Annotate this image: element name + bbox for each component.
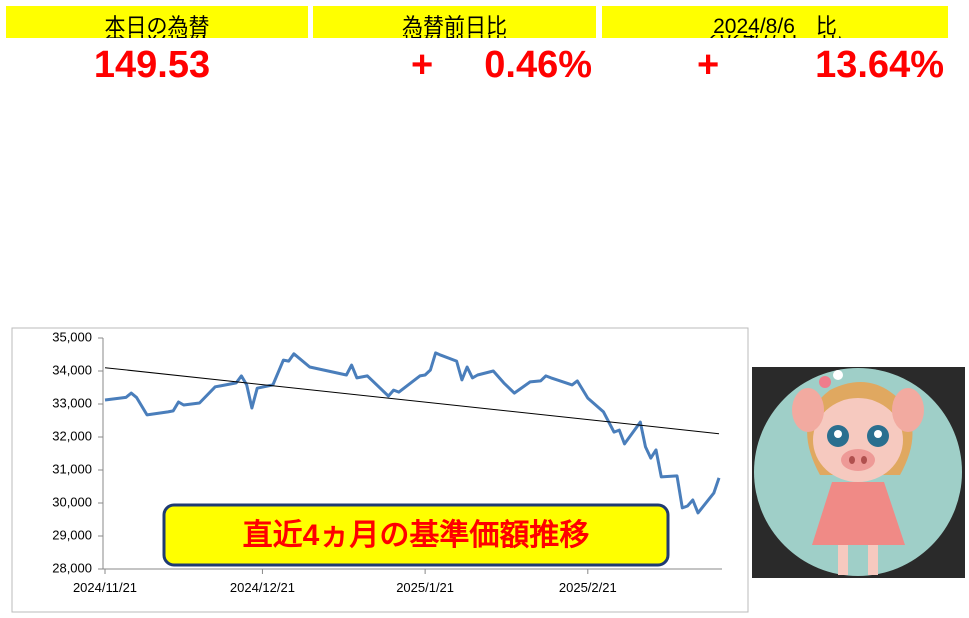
- header-text: 2024/8/6 比: [713, 15, 837, 35]
- x-tick-label: 2025/2/21: [559, 580, 617, 595]
- x-tick-label: 2025/1/21: [396, 580, 454, 595]
- y-tick-label: 34,000: [52, 362, 92, 377]
- value-text: 0.46%: [484, 44, 592, 86]
- value-sign: +: [697, 44, 720, 86]
- summary-tables: 本日の基準価額予想基準価額前日比2024/12/27 比30.786+1.11%…: [0, 0, 969, 307]
- header-text: 為替前日比: [402, 15, 507, 35]
- y-tick-label: 35,000: [52, 329, 92, 344]
- value-sign: +: [411, 44, 434, 86]
- y-tick-label: 33,000: [52, 395, 92, 410]
- y-tick-label: 30,000: [52, 494, 92, 509]
- y-tick-label: 29,000: [52, 527, 92, 542]
- header-cell: 本日の為替: [6, 7, 308, 35]
- header-cell: 為替前日比: [313, 7, 596, 35]
- table-block: 本日の為替 為替前日比 2024/8/6 比 149.53 +0.46% +13.64%: [0, 7, 969, 307]
- value-cell: +0.46%: [313, 38, 596, 92]
- series-line: [104, 351, 721, 515]
- trendline: [104, 367, 720, 435]
- header-cell: 2024/8/6 比: [602, 7, 948, 35]
- x-tick-label: 2024/11/21: [73, 580, 137, 595]
- y-tick-label: 32,000: [52, 428, 92, 443]
- annotation: 直近4ヵ月の基準価額推移: [243, 518, 590, 552]
- x-tick-label: 2024/12/21: [230, 580, 295, 595]
- value-cell: +13.64%: [602, 38, 948, 92]
- value-text: 13.64%: [815, 44, 944, 86]
- pig-illustration: [752, 367, 965, 578]
- y-tick-label: 31,000: [52, 461, 92, 476]
- value-cell: 149.53: [6, 38, 308, 92]
- y-tick-label: 28,000: [52, 560, 92, 575]
- annotation-box: [162, 503, 670, 567]
- value-text: 149.53: [93, 44, 211, 86]
- header-text: 本日の為替: [104, 15, 210, 35]
